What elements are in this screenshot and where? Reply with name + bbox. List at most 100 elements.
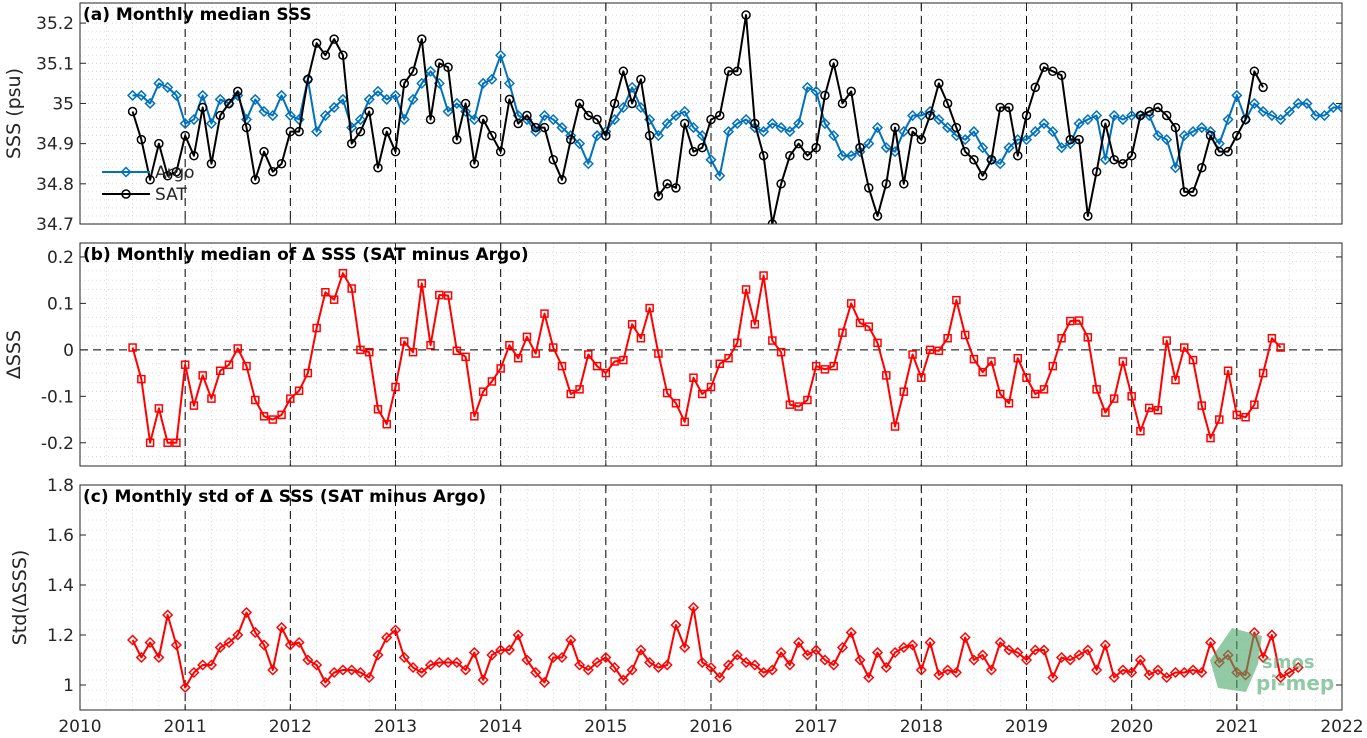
data-point [214, 641, 226, 654]
data-point [1232, 130, 1242, 141]
data-point [907, 126, 918, 137]
data-point [819, 117, 831, 130]
grid [79, 3, 1343, 225]
data-point [478, 387, 488, 396]
data-point [828, 130, 840, 142]
x-tick-label: 2018 [900, 717, 943, 737]
legend-swatch-marker [120, 166, 132, 178]
data-point [1048, 66, 1058, 77]
data-point [1100, 118, 1111, 129]
data-point [942, 664, 954, 676]
data-point [645, 303, 654, 313]
data-point [329, 295, 339, 304]
data-point [1074, 316, 1084, 325]
data-point [356, 345, 365, 355]
data-point [715, 110, 725, 121]
data-point [916, 134, 927, 145]
watermark-line1: smos [1262, 652, 1315, 673]
data-point [136, 134, 147, 145]
data-point [838, 328, 847, 337]
data-point [1038, 644, 1050, 656]
data-point [934, 78, 944, 89]
data-point [1266, 109, 1278, 122]
data-point [899, 179, 909, 189]
data-point [250, 175, 261, 185]
data-point [836, 150, 849, 162]
data-point [565, 634, 577, 646]
data-point [573, 659, 586, 671]
data-point [687, 601, 700, 614]
data-point [268, 167, 278, 177]
data-point [679, 105, 691, 118]
data-point [286, 394, 295, 403]
data-point [1257, 651, 1269, 664]
data-point [1074, 134, 1084, 145]
data-point [513, 353, 523, 363]
data-point [215, 366, 225, 376]
data-point [1232, 410, 1242, 420]
data-point [671, 399, 681, 408]
data-point [845, 626, 857, 639]
data-point [372, 85, 384, 97]
data-point [1083, 333, 1093, 342]
y-ticks: 34.7 34.8 34.9 35 35.1 35.2 [36, 14, 1342, 235]
data-point [741, 10, 751, 20]
data-point [538, 109, 551, 122]
y-ticks: -0.2 -0.1 0 0.1 0.2 [41, 248, 1342, 454]
data-point [1206, 433, 1215, 443]
data-point [328, 101, 340, 114]
y-tick-label: 1.6 [47, 526, 74, 546]
data-point [1064, 654, 1076, 666]
data-point [180, 130, 190, 141]
data-point [635, 101, 647, 114]
data-point [442, 656, 454, 669]
y-tick-label: 35 [52, 94, 74, 114]
data-point [1205, 130, 1216, 141]
data-point [372, 649, 384, 661]
data-point [1223, 146, 1233, 157]
data-point [1171, 375, 1180, 385]
y-tick-label: 1.2 [47, 626, 74, 646]
data-point [1012, 150, 1023, 161]
data-point [154, 404, 164, 413]
panel-b: -0.2 -0.1 0 0.1 0.2 ΔSSS (b) Monthly median of… [3, 242, 1343, 467]
data-point [354, 113, 367, 126]
data-point [1169, 162, 1182, 174]
data-point [259, 412, 269, 421]
data-point [820, 365, 830, 374]
data-point [1169, 666, 1182, 679]
data-point [302, 654, 314, 666]
data-point [188, 113, 200, 126]
data-point [346, 138, 357, 149]
data-point [740, 656, 752, 669]
data-point [477, 77, 489, 89]
data-point [959, 631, 971, 644]
panel-a: 34.7 34.8 34.9 35 35.1 35.2 SSS (psu) (a) Month… [3, 2, 1343, 235]
data-point [557, 175, 567, 185]
data-point [319, 676, 331, 689]
data-point [1153, 102, 1163, 113]
data-point [487, 130, 497, 141]
x-tick-label: 2010 [58, 717, 101, 737]
data-point [1055, 142, 1068, 154]
data-point [575, 385, 584, 394]
data-point [294, 126, 304, 137]
series-markers [128, 268, 1285, 448]
data-point [530, 122, 541, 133]
data-point [522, 110, 532, 121]
data-point [636, 333, 646, 343]
data-point [425, 114, 436, 125]
data-point [654, 349, 663, 358]
data-point [505, 340, 514, 350]
data-point [382, 419, 391, 429]
data-point [547, 113, 559, 126]
data-point [687, 122, 700, 134]
data-point [679, 118, 690, 129]
data-point [391, 382, 400, 392]
data-point [1047, 126, 1059, 138]
data-point [1204, 636, 1217, 649]
data-point [1022, 373, 1031, 382]
data-point [477, 674, 489, 686]
data-point [810, 85, 822, 97]
data-point [530, 666, 542, 679]
